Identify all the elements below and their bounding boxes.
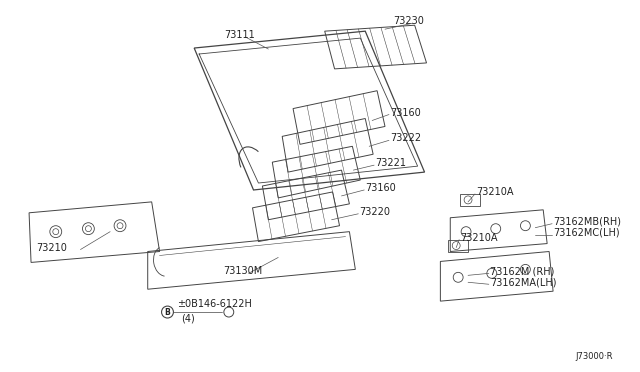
Text: 73160: 73160 [365,183,396,193]
Text: 73230: 73230 [393,16,424,26]
Text: (4): (4) [181,313,195,323]
Text: 73162M (RH): 73162M (RH) [490,266,554,276]
Text: 73162MA(LH): 73162MA(LH) [490,277,556,287]
Text: B: B [164,308,170,317]
Text: 73160: 73160 [390,108,420,118]
Text: 73162MC(LH): 73162MC(LH) [553,228,620,238]
Text: 73210: 73210 [36,243,67,253]
Text: J73000·R: J73000·R [575,352,612,361]
Text: 73162MB(RH): 73162MB(RH) [553,217,621,227]
Text: 73210A: 73210A [476,187,513,197]
Text: 73130M: 73130M [223,266,262,276]
Text: 73221: 73221 [375,158,406,168]
Text: 73222: 73222 [390,133,421,143]
Text: 73111: 73111 [224,30,255,40]
Text: ±0B146-6122H: ±0B146-6122H [177,299,252,309]
Text: 73220: 73220 [359,207,390,217]
Text: 73210A: 73210A [460,232,498,243]
